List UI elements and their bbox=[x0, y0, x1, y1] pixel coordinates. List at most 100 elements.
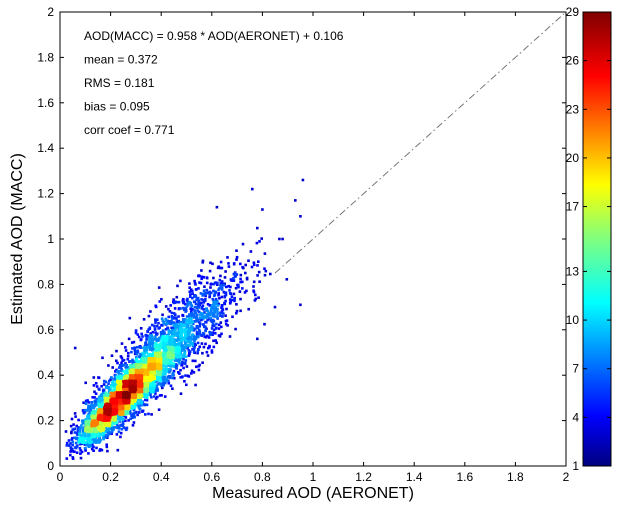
scatter-point bbox=[129, 374, 132, 377]
scatter-point bbox=[155, 343, 158, 347]
scatter-point bbox=[86, 420, 90, 424]
scatter-point bbox=[123, 401, 126, 404]
scatter-point bbox=[143, 403, 147, 406]
scatter-point bbox=[211, 318, 215, 322]
scatter-point bbox=[100, 448, 104, 452]
scatter-point bbox=[151, 339, 155, 342]
scatter-point bbox=[151, 380, 154, 383]
scatter-point bbox=[149, 363, 153, 366]
scatter-point bbox=[228, 335, 232, 338]
scatter-point bbox=[100, 421, 104, 424]
scatter-point bbox=[126, 406, 129, 409]
scatter-point bbox=[119, 402, 123, 405]
scatter-point bbox=[97, 434, 100, 438]
scatter-point bbox=[224, 299, 227, 303]
scatter-point bbox=[213, 281, 217, 285]
scatter-point bbox=[188, 300, 191, 304]
scatter-point bbox=[232, 277, 235, 280]
scatter-point bbox=[154, 318, 157, 321]
scatter-point bbox=[210, 308, 213, 312]
scatter-point bbox=[119, 386, 123, 390]
scatter-point bbox=[180, 344, 183, 348]
scatter-point bbox=[113, 401, 117, 405]
scatter-point bbox=[125, 427, 128, 430]
scatter-point bbox=[216, 317, 219, 320]
scatter-point bbox=[204, 342, 207, 346]
scatter-point bbox=[135, 369, 139, 373]
scatter-point bbox=[185, 365, 189, 368]
scatter-point bbox=[165, 321, 169, 325]
scatter-point bbox=[148, 365, 151, 368]
scatter-point bbox=[195, 298, 198, 302]
scatter-point bbox=[65, 444, 69, 447]
scatter-point bbox=[182, 366, 185, 370]
scatter-point bbox=[138, 386, 141, 390]
scatter-point bbox=[151, 384, 155, 387]
scatter-point bbox=[108, 422, 112, 425]
scatter-point bbox=[103, 396, 107, 400]
scatter-point bbox=[201, 312, 205, 315]
scatter-point bbox=[251, 187, 254, 191]
scatter-point bbox=[99, 414, 103, 418]
scatter-point bbox=[195, 288, 198, 291]
scatter-point bbox=[152, 357, 156, 360]
scatter-point bbox=[119, 405, 123, 409]
scatter-point bbox=[139, 381, 143, 384]
scatter-point bbox=[139, 346, 143, 349]
scatter-point bbox=[169, 349, 173, 352]
scatter-point bbox=[87, 401, 91, 404]
scatter-point bbox=[102, 427, 105, 431]
scatter-point bbox=[90, 411, 94, 414]
scatter-point bbox=[190, 372, 193, 375]
scatter-point bbox=[281, 237, 284, 241]
scatter-point bbox=[163, 359, 166, 362]
scatter-point bbox=[119, 435, 122, 439]
scatter-point bbox=[90, 401, 94, 404]
scatter-point bbox=[209, 291, 213, 295]
scatter-point bbox=[145, 396, 149, 399]
scatter-point bbox=[133, 346, 136, 350]
scatter-point bbox=[93, 424, 97, 428]
scatter-point bbox=[205, 350, 209, 354]
scatter-point bbox=[194, 283, 197, 286]
scatter-point bbox=[157, 286, 161, 289]
scatter-point bbox=[119, 410, 123, 414]
scatter-point bbox=[71, 428, 74, 431]
scatter-point bbox=[146, 386, 149, 390]
scatter-point bbox=[102, 433, 105, 436]
scatter-point bbox=[102, 436, 105, 439]
scatter-point bbox=[135, 374, 139, 378]
scatter-point bbox=[210, 349, 214, 352]
scatter-point bbox=[98, 440, 101, 443]
scatter-point bbox=[202, 298, 205, 302]
scatter-point bbox=[188, 286, 191, 289]
scatter-point bbox=[165, 334, 169, 338]
scatter-point bbox=[116, 413, 119, 417]
scatter-point bbox=[144, 394, 147, 397]
scatter-point bbox=[229, 300, 232, 304]
scatter-point bbox=[81, 430, 85, 433]
scatter-point bbox=[105, 445, 109, 449]
scatter-point bbox=[147, 363, 151, 366]
scatter-point bbox=[206, 291, 210, 295]
scatter-point bbox=[172, 340, 176, 344]
scatter-point bbox=[172, 334, 175, 338]
scatter-point bbox=[169, 322, 173, 326]
scatter-point bbox=[196, 309, 200, 312]
scatter-point bbox=[140, 368, 144, 372]
scatter-point bbox=[187, 354, 191, 357]
scatter-point bbox=[149, 389, 153, 393]
scatter-point bbox=[212, 304, 215, 307]
scatter-point bbox=[141, 375, 145, 378]
scatter-point bbox=[176, 354, 180, 357]
scatter-point bbox=[170, 326, 173, 330]
scatter-point bbox=[84, 399, 88, 403]
scatter-point bbox=[191, 359, 195, 363]
scatter-point bbox=[208, 304, 212, 307]
scatter-point bbox=[278, 237, 281, 241]
scatter-point bbox=[219, 321, 223, 324]
scatter-point bbox=[162, 321, 165, 324]
scatter-point bbox=[105, 422, 108, 426]
scatter-point bbox=[148, 376, 151, 379]
scatter-point bbox=[164, 381, 167, 385]
